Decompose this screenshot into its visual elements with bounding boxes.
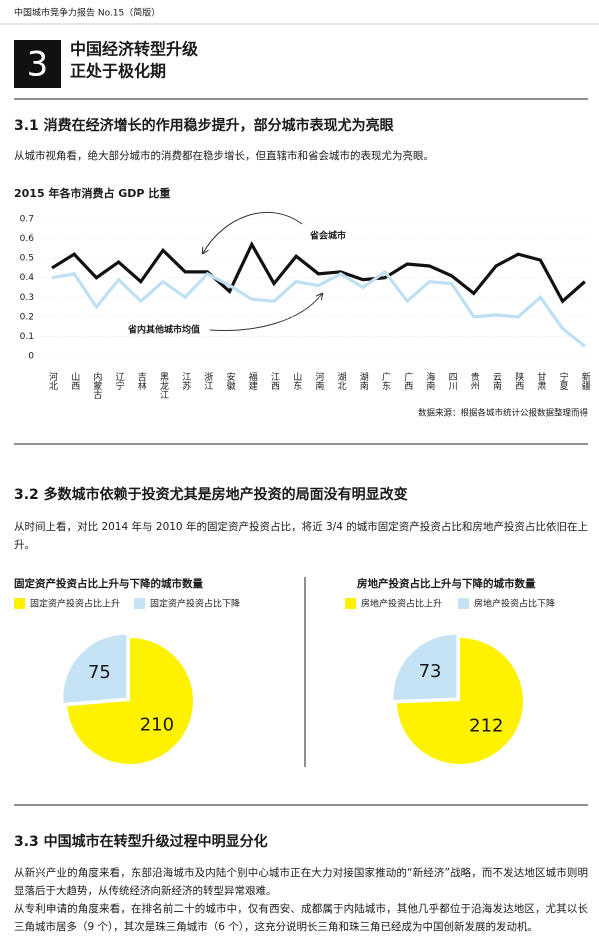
x-tick-label: 山西 <box>69 372 80 391</box>
chart-title: 2015 年各市消费占 GDP 比重 <box>14 186 170 200</box>
y-tick-label: 0.3 <box>20 293 34 303</box>
data-line <box>51 269 586 348</box>
chapter-number: 3 <box>27 45 49 85</box>
y-tick-label: 0.5 <box>20 254 34 264</box>
x-tick-label: 辽宁 <box>114 372 125 390</box>
x-tick-label: 广东 <box>380 371 391 390</box>
chart-title: 房地产投资占比上升与下降的城市数量 <box>357 577 536 590</box>
running-title: 中国城市竞争力报告 No.15（简版） <box>14 7 160 19</box>
pie-slice <box>63 634 127 703</box>
pie-slice <box>67 638 193 764</box>
x-tick-label: 安徽 <box>225 371 236 391</box>
paragraph: 从专利申请的角度来看，在排名前二十的城市中，仅有西安、成都属于内陆城市，其他几乎… <box>14 903 588 933</box>
pie-slice <box>397 638 523 765</box>
y-tick-label: 0.4 <box>20 273 35 283</box>
legend-swatch <box>14 598 25 609</box>
slice-label: 210 <box>140 715 174 736</box>
legend-label: 房地产投资占比下降 <box>474 598 555 610</box>
x-tick-label: 江西 <box>269 372 280 391</box>
series-label: 省会城市 <box>309 230 346 242</box>
x-tick-label: 江苏 <box>180 372 191 391</box>
chapter-title: 中国经济转型升级 <box>70 40 199 59</box>
slice-label: 75 <box>88 662 111 683</box>
pie-slice <box>393 634 457 700</box>
data-line <box>51 240 586 304</box>
x-tick-label: 四川 <box>447 372 458 390</box>
x-tick-label: 甘肃 <box>535 371 546 391</box>
x-tick-label: 吉林 <box>136 372 147 391</box>
x-tick-label: 福建 <box>247 371 257 391</box>
x-tick-label: 浙江 <box>202 371 213 391</box>
legend-swatch <box>134 598 145 609</box>
x-tick-label: 宁夏 <box>558 371 569 390</box>
annotation-arrow <box>203 211 303 253</box>
x-tick-label: 湖北 <box>336 372 347 391</box>
x-tick-label: 新疆 <box>580 371 591 391</box>
legend-label: 固定资产投资占比下降 <box>150 598 240 610</box>
y-tick-label: 0.1 <box>20 332 34 342</box>
y-tick-label: 0.6 <box>20 234 35 244</box>
y-tick-label: 0.7 <box>20 215 34 225</box>
annotation-arrow <box>209 294 322 331</box>
x-tick-label: 山东 <box>291 372 302 390</box>
chapter-title: 正处于极化期 <box>70 62 166 81</box>
x-tick-label: 贵州 <box>469 371 480 390</box>
slice-label: 212 <box>469 715 503 736</box>
section-heading: 3.2 多数城市依赖于投资尤其是房地产投资的局面没有明显改变 <box>14 486 408 503</box>
x-tick-label: 河南 <box>313 371 324 390</box>
legend-swatch <box>458 598 469 609</box>
x-tick-label: 广西 <box>402 371 413 391</box>
legend-label: 固定资产投资占比上升 <box>30 598 120 610</box>
section-heading: 3.1 消费在经济增长的作用稳步提升，部分城市表现尤为亮眼 <box>14 117 394 134</box>
y-tick-label: 0.2 <box>20 312 34 322</box>
source-note: 数据来源：根据各城市统计公报数据整理而得 <box>418 408 589 419</box>
y-tick-label: 0 <box>28 352 34 362</box>
x-tick-label: 陕西 <box>513 371 524 391</box>
paragraph: 从城市视角看，绝大部分城市的消费都在稳步增长，但直辖市和省会城市的表现尤为亮眼。 <box>14 150 434 162</box>
paragraph: 从新兴产业的角度来看，东部沿海城市及内陆个别中心城市正在大力对接国家推动的“新经… <box>14 867 588 897</box>
x-tick-label: 内蒙古 <box>91 371 102 400</box>
x-tick-label: 湖南 <box>358 372 369 390</box>
chapter-box <box>14 40 61 88</box>
series-label: 省内其他城市均值 <box>127 324 200 336</box>
legend-swatch <box>345 598 356 609</box>
x-tick-label: 海南 <box>424 371 435 390</box>
chart-title: 固定资产投资占比上升与下降的城市数量 <box>14 577 203 590</box>
legend-label: 房地产投资占比上升 <box>361 598 442 610</box>
x-tick-label: 河北 <box>47 371 58 391</box>
paragraph: 从时间上看，对比 2014 年与 2010 年的固定资产投资占比，将近 3/4 … <box>14 521 588 551</box>
slice-label: 73 <box>419 661 442 682</box>
section-heading: 3.3 中国城市在转型升级过程中明显分化 <box>14 833 268 850</box>
x-tick-label: 云南 <box>491 372 502 390</box>
x-tick-label: 黑龙江 <box>158 372 169 400</box>
